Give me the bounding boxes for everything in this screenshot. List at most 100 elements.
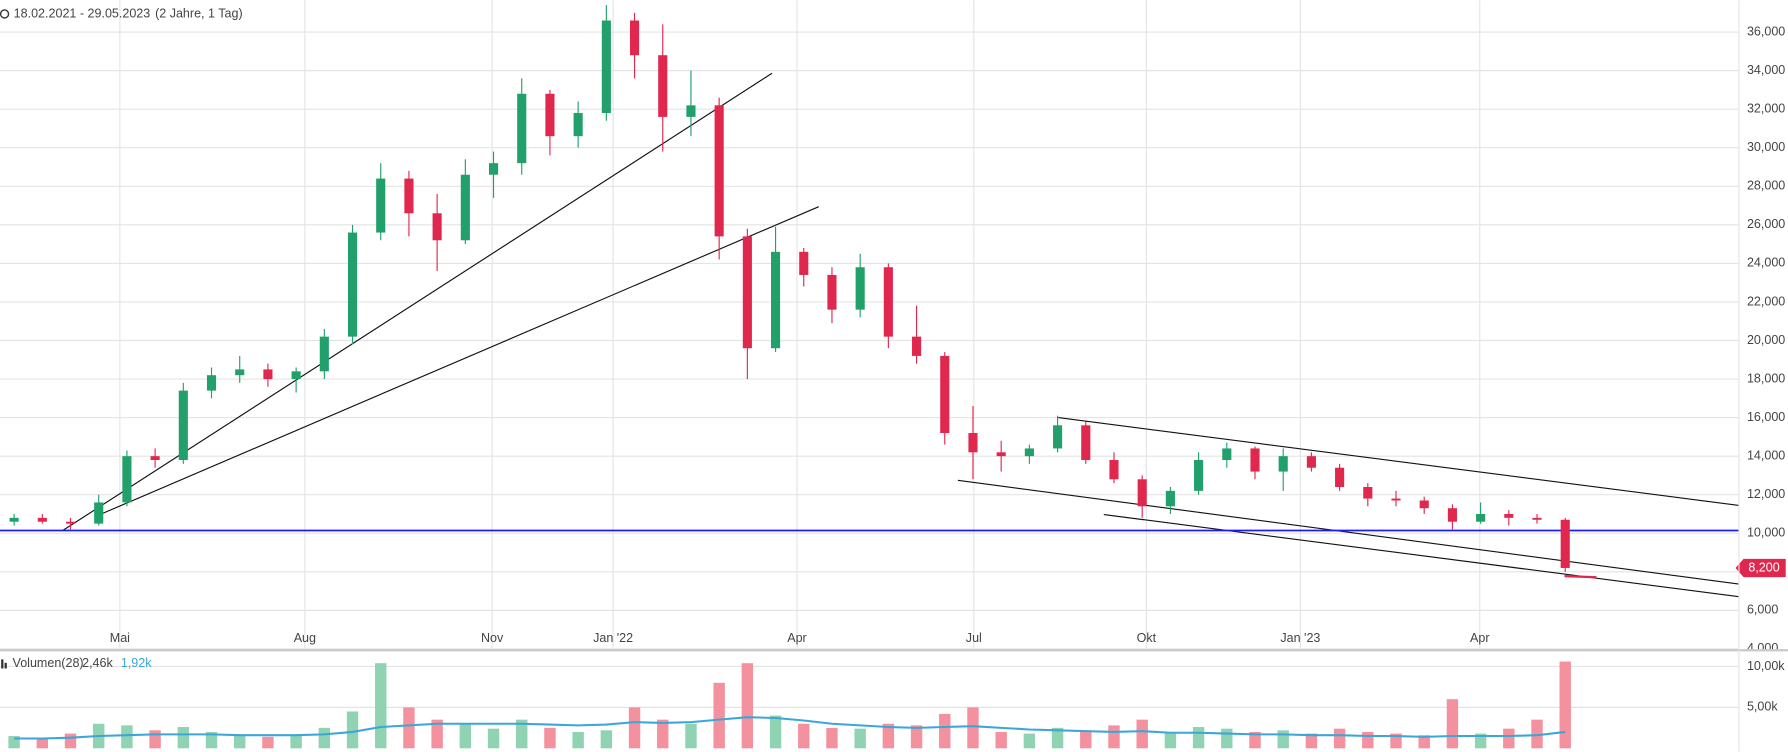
volume-bar [1192,727,1205,749]
volume-bar [487,728,500,749]
y-tick-label: 12,000 [1747,487,1785,501]
drawings [0,72,1740,598]
candle-body [432,213,442,241]
volume-bar [995,731,1007,749]
volume-bar [1305,733,1318,749]
candle-body [855,267,865,310]
candle-body [1504,513,1514,518]
candle-body [1194,460,1204,491]
volume-bar [431,719,443,749]
candle-body [1476,513,1486,522]
candle-body [1335,467,1345,488]
volume-bar [205,731,218,749]
volume-bar [544,727,556,749]
candles: 8,200 [9,5,1786,578]
candle-body [996,452,1006,457]
y-tick-label: 6,000 [1747,603,1778,617]
candle-body [291,371,301,380]
candle-body [1081,425,1091,461]
volume-title: Volumen(28) [13,656,84,670]
volume-bar [826,727,838,749]
candle-body [150,456,160,461]
legend-entry: 2,46k [82,656,113,670]
volume-bar [1390,733,1402,749]
candle-body [912,336,922,356]
volume-bar [459,723,472,749]
x-tick-label: Jul [966,631,982,645]
y-tick-label: 20,000 [1747,333,1785,347]
candle-body [404,178,414,214]
candle-body [206,375,217,391]
candle-body [714,105,724,237]
candle-body [488,163,499,175]
volume-bar [1333,728,1346,749]
volume-bar [685,723,697,749]
x-tick-label: Jan '23 [1280,631,1320,645]
x-tick-label: Okt [1137,631,1157,645]
candle-body [347,232,358,337]
volume-bar [1503,728,1515,749]
volume-bar [8,736,20,749]
candle-body [940,355,950,434]
volume-bar [516,719,528,749]
candle-body [263,369,273,380]
volume-bar [64,733,77,749]
y-tick-label: 5,00k [1747,700,1778,714]
candle-body [9,517,19,522]
volume-icon [1,659,4,669]
volume-bar [149,730,161,749]
y-tick-label: 14,000 [1747,448,1785,462]
candle-body [376,178,386,233]
y-tick-label: 32,000 [1747,101,1785,115]
x-tick-label: Apr [1470,631,1490,645]
volume-bar [967,707,979,749]
candle-body [827,274,837,310]
candle-body [1024,448,1034,457]
volume-bar [1108,725,1120,749]
candle-body [122,456,132,503]
x-tick-label: Apr [787,631,807,645]
y-tick-label: 34,000 [1747,63,1785,77]
y-tick-label: 10,000 [1747,526,1785,540]
y-tick-label: 36,000 [1747,24,1785,38]
candle-body [686,105,696,117]
volume-bar [1023,733,1036,749]
candle-body [1278,456,1288,472]
volume-bar [1474,733,1487,749]
candle-body [235,369,245,376]
x-tick-label: Mai [110,631,130,645]
candle-body [1053,425,1063,449]
y-tick-label: 10,00k [1747,659,1785,673]
volume-bar [628,707,641,749]
candle-body [545,93,555,137]
candle-body [1250,448,1260,472]
volume-average-line [14,716,1566,740]
volume-bar [1136,719,1148,749]
last-price-label: 8,200 [1748,560,1779,574]
grid: 4,0006,0008,00010,00012,00014,00016,0001… [0,0,1785,655]
last-price-tag [1735,558,1786,578]
volume-bar [1249,731,1261,749]
volume-bar [1051,727,1064,749]
candle-body [65,521,76,524]
y-tick-label: 30,000 [1747,140,1785,154]
volume-bar [262,736,274,749]
candle-body [629,20,640,56]
volume-bar [36,738,49,749]
candle-body [1391,498,1401,501]
candle-body [37,517,47,522]
candle-body [1447,508,1457,522]
candle-body [460,174,470,241]
volume-bar [1277,730,1289,749]
volume: 5,00k 10,00k [0,659,1785,749]
volume-bar [713,682,725,749]
volume-bar [769,715,782,749]
candle-body [319,336,329,372]
marker-line [1564,574,1597,579]
candle-body [601,20,611,114]
candle-body [517,93,527,164]
volume-bar [1080,730,1092,749]
volume-bar [1221,728,1233,749]
